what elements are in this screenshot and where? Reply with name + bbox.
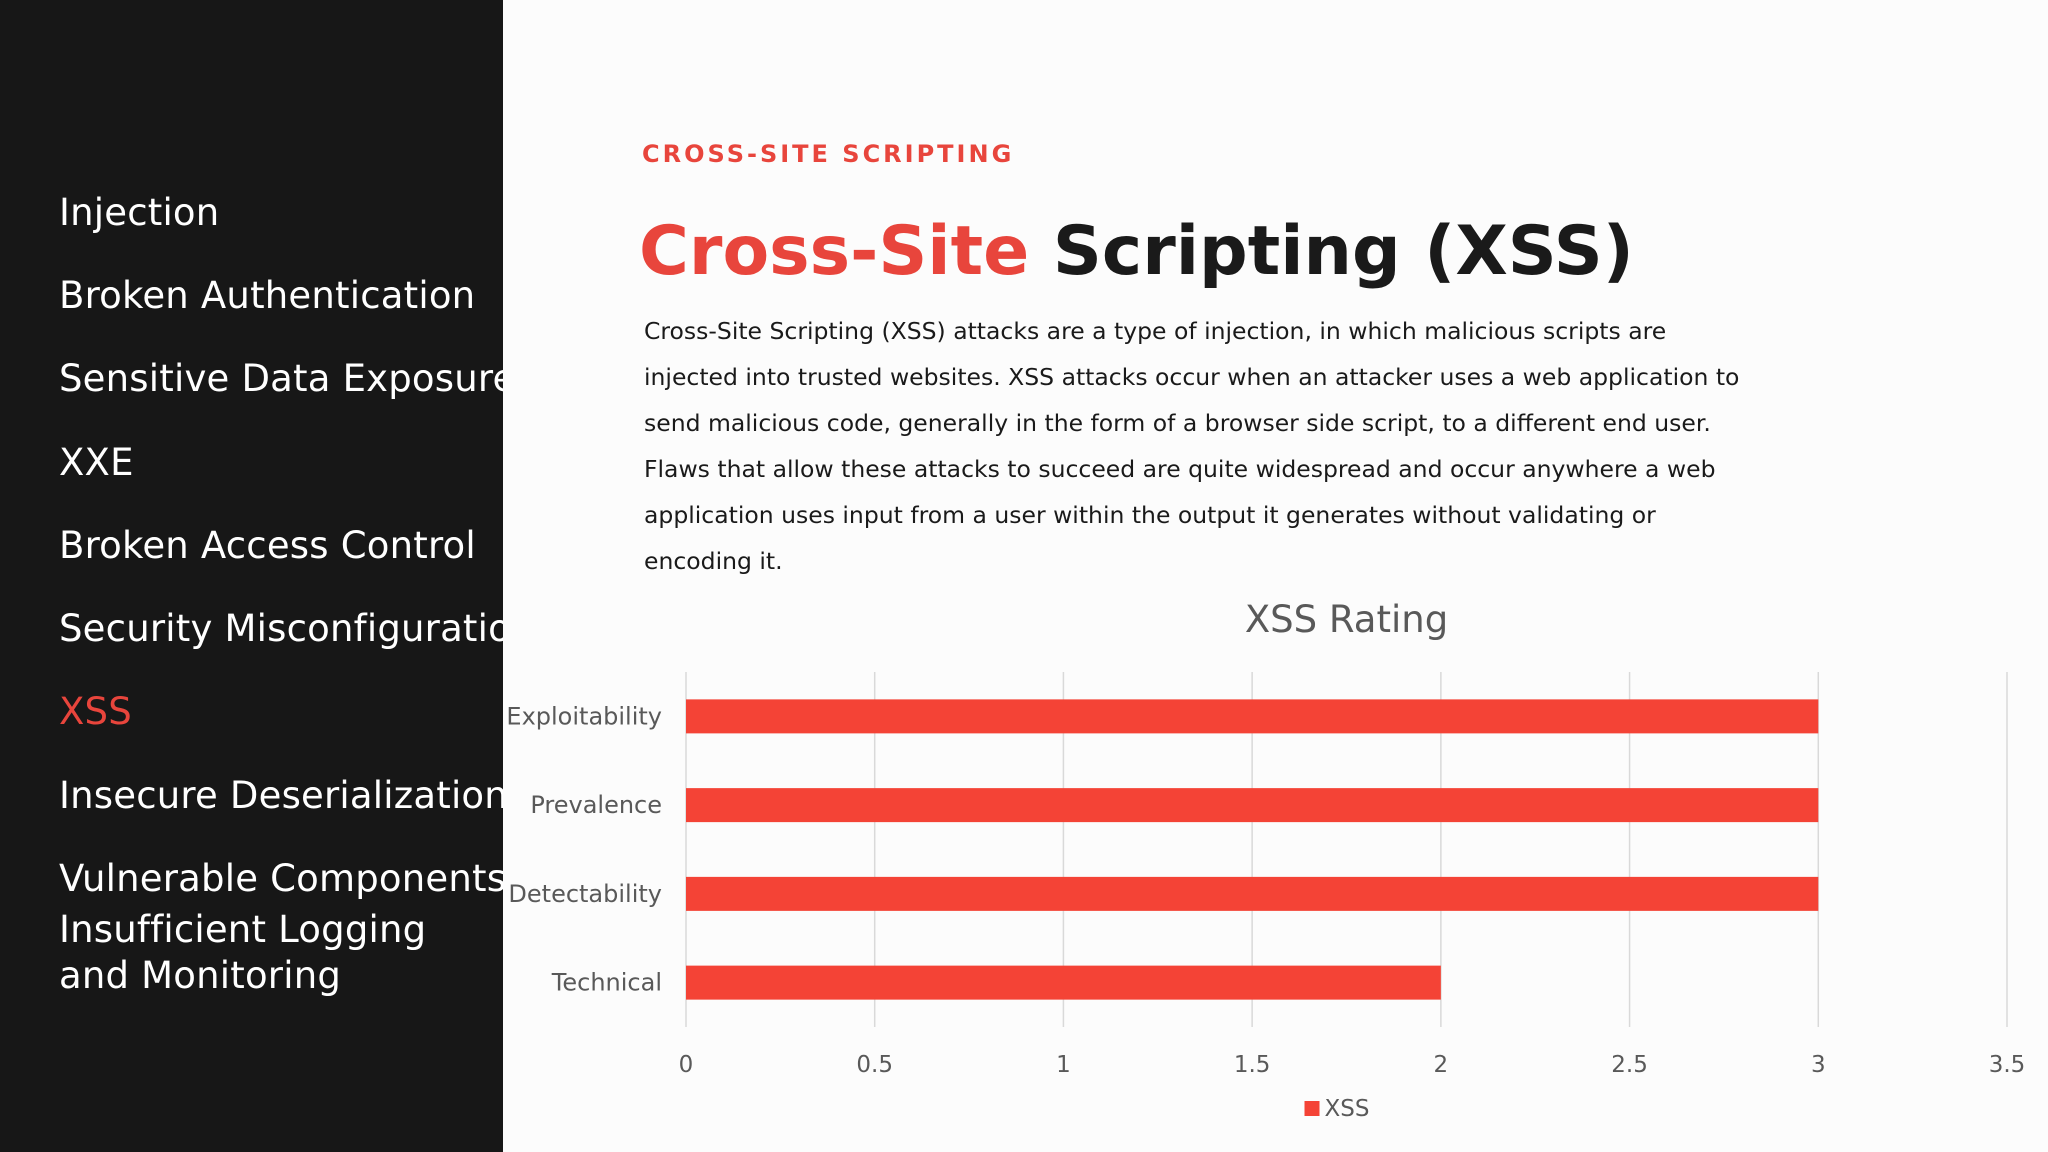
sidebar-item-xxe[interactable]: XXE [59, 441, 134, 484]
x-tick-label: 2 [1434, 1052, 1449, 1078]
page-title-rest: Scripting (XSS) [1029, 212, 1634, 291]
x-tick-label: 1.5 [1234, 1052, 1271, 1078]
sidebar-item-insufficient-logging[interactable]: Insufficient Logging and Monitoring [59, 908, 427, 997]
x-tick-label: 0 [679, 1052, 694, 1078]
sidebar-item-broken-access-control[interactable]: Broken Access Control [59, 524, 476, 567]
page-title-accent: Cross-Site [639, 212, 1030, 291]
category-label: Exploitability [506, 702, 662, 730]
sidebar-item-broken-authentication[interactable]: Broken Authentication [59, 274, 476, 317]
bar [686, 788, 1819, 823]
sidebar-item-sensitive-data-exposure[interactable]: Sensitive Data Exposure [59, 357, 516, 400]
x-tick-label: 3.5 [1989, 1052, 2026, 1078]
sidebar-item-injection[interactable]: Injection [59, 191, 220, 234]
x-tick-label: 0.5 [856, 1052, 893, 1078]
category-label: Detectability [508, 880, 662, 908]
x-tick-label: 3 [1811, 1052, 1826, 1078]
xss-rating-chart: XSS Rating 0 0.5 1 1.5 2 2.5 3 3.5 Exploitability… [503, 580, 2048, 1152]
sidebar-item-xss[interactable]: XSS [59, 690, 132, 733]
bar [686, 876, 1819, 911]
main-content: CROSS-SITE SCRIPTING Cross-Site Scriptin… [503, 0, 2048, 1152]
sidebar-item-vulnerable-components[interactable]: Vulnerable Components [59, 857, 507, 900]
description-paragraph: Cross-Site Scripting (XSS) attacks are a… [644, 317, 1740, 575]
category-label: Technical [551, 969, 662, 997]
page-title: Cross-Site Scripting (XSS) [639, 212, 1634, 291]
sidebar-item-insecure-deserialization[interactable]: Insecure Deserialization [59, 774, 508, 817]
legend-label: XSS [1325, 1096, 1370, 1122]
sidebar-item-security-misconfiguration[interactable]: Security Misconfiguration [59, 607, 535, 650]
bar [686, 699, 1819, 734]
section-eyebrow: CROSS-SITE SCRIPTING [642, 140, 1015, 168]
x-tick-label: 1 [1056, 1052, 1071, 1078]
x-tick-label: 2.5 [1611, 1052, 1648, 1078]
sidebar: Injection Broken Authentication Sensitiv… [0, 0, 535, 1152]
legend-swatch [1304, 1101, 1320, 1116]
chart-canvas: XSS Rating 0 0.5 1 1.5 2 2.5 3 3.5 Exploitability… [506, 598, 2026, 1122]
chart-title: XSS Rating [1245, 598, 1448, 641]
bar [686, 965, 1441, 1000]
category-label: Prevalence [530, 791, 662, 819]
